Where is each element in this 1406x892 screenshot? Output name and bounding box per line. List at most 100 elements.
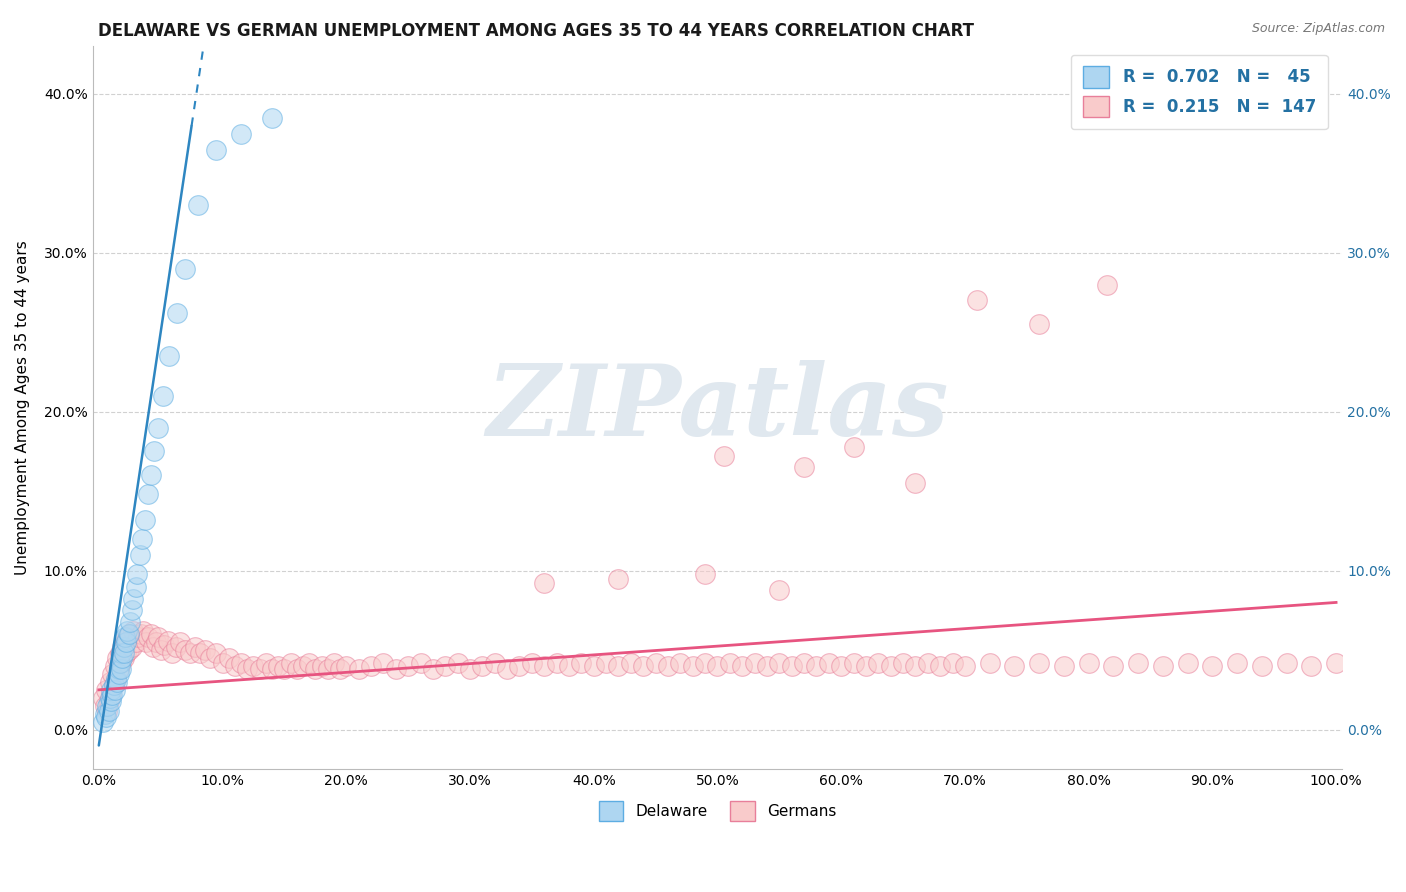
Point xyxy=(793,656,815,670)
Point xyxy=(329,662,352,676)
Point xyxy=(157,349,180,363)
Point xyxy=(768,656,790,670)
Point xyxy=(298,656,321,670)
Point xyxy=(127,631,149,645)
Point xyxy=(322,656,344,670)
Point xyxy=(188,646,211,660)
Point xyxy=(229,127,252,141)
Point xyxy=(117,643,139,657)
Point xyxy=(135,635,157,649)
Point xyxy=(104,682,127,697)
Point xyxy=(1324,656,1347,670)
Point xyxy=(107,662,129,676)
Point xyxy=(121,640,143,654)
Point xyxy=(108,646,131,660)
Point xyxy=(111,651,134,665)
Point xyxy=(211,656,233,670)
Point xyxy=(194,643,217,657)
Point xyxy=(242,659,264,673)
Point xyxy=(731,659,754,673)
Point xyxy=(122,624,145,638)
Point xyxy=(706,659,728,673)
Point xyxy=(260,662,283,676)
Point xyxy=(693,566,716,581)
Point xyxy=(157,633,180,648)
Point xyxy=(160,646,183,660)
Point xyxy=(669,656,692,670)
Point xyxy=(273,662,295,676)
Point xyxy=(169,635,191,649)
Point xyxy=(316,662,339,676)
Point xyxy=(112,640,135,654)
Point xyxy=(1126,656,1149,670)
Point xyxy=(335,659,357,673)
Point xyxy=(508,659,530,673)
Point xyxy=(114,631,136,645)
Point xyxy=(122,592,145,607)
Point xyxy=(97,694,120,708)
Point xyxy=(868,656,890,670)
Point xyxy=(1102,659,1125,673)
Point xyxy=(139,468,162,483)
Point xyxy=(434,659,457,673)
Point xyxy=(496,662,519,676)
Point xyxy=(96,682,118,697)
Point xyxy=(1002,659,1025,673)
Point xyxy=(105,674,128,689)
Point xyxy=(148,631,170,645)
Legend: Delaware, Germans: Delaware, Germans xyxy=(592,795,842,827)
Point xyxy=(110,656,132,670)
Point xyxy=(1250,659,1272,673)
Point xyxy=(458,662,481,676)
Point xyxy=(97,704,120,718)
Point xyxy=(744,656,766,670)
Point xyxy=(347,662,370,676)
Point xyxy=(91,714,114,729)
Point xyxy=(780,659,803,673)
Point xyxy=(107,662,129,676)
Point xyxy=(94,698,117,713)
Point xyxy=(184,640,207,654)
Point xyxy=(105,651,128,665)
Point xyxy=(842,656,865,670)
Point xyxy=(100,694,122,708)
Point xyxy=(631,659,654,673)
Point xyxy=(471,659,494,673)
Text: DELAWARE VS GERMAN UNEMPLOYMENT AMONG AGES 35 TO 44 YEARS CORRELATION CHART: DELAWARE VS GERMAN UNEMPLOYMENT AMONG AG… xyxy=(98,22,974,40)
Point xyxy=(96,710,118,724)
Point xyxy=(101,667,124,681)
Point xyxy=(817,656,839,670)
Point xyxy=(879,659,901,673)
Point xyxy=(1275,656,1298,670)
Point xyxy=(267,659,290,673)
Point xyxy=(929,659,952,673)
Point xyxy=(891,656,914,670)
Point xyxy=(134,513,156,527)
Text: Source: ZipAtlas.com: Source: ZipAtlas.com xyxy=(1251,22,1385,36)
Point xyxy=(1028,656,1050,670)
Point xyxy=(125,580,148,594)
Point xyxy=(713,449,735,463)
Point xyxy=(117,631,139,645)
Point xyxy=(285,662,308,676)
Point xyxy=(98,674,121,689)
Point xyxy=(830,659,852,673)
Point xyxy=(115,635,138,649)
Point xyxy=(110,646,132,660)
Point xyxy=(145,635,167,649)
Point xyxy=(607,659,630,673)
Point xyxy=(165,640,187,654)
Point xyxy=(953,659,976,673)
Point xyxy=(917,656,939,670)
Point xyxy=(142,640,165,654)
Point xyxy=(693,656,716,670)
Point xyxy=(1028,318,1050,332)
Point xyxy=(117,624,139,638)
Y-axis label: Unemployment Among Ages 35 to 44 years: Unemployment Among Ages 35 to 44 years xyxy=(15,240,30,575)
Point xyxy=(409,656,432,670)
Point xyxy=(682,659,704,673)
Point xyxy=(1152,659,1174,673)
Point xyxy=(105,672,128,686)
Point xyxy=(205,646,228,660)
Point xyxy=(446,656,468,670)
